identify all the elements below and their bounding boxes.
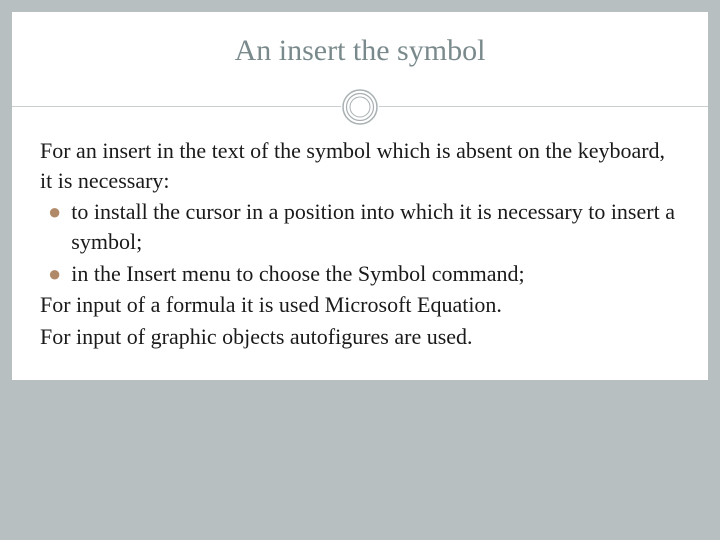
footer-area (12, 380, 708, 528)
divider-container (12, 88, 708, 128)
slide-container: An insert the symbol For an insert in th… (12, 12, 708, 528)
intro-paragraph: For an insert in the text of the symbol … (40, 136, 680, 195)
bullet-text-2: in the Insert menu to choose the Symbol … (71, 259, 524, 289)
line-3: For input of a formula it is used Micros… (40, 290, 680, 320)
bullet-marker-icon: ● (48, 259, 61, 289)
circle-ornament-icon (341, 88, 379, 126)
intro-text: For an insert in the text of the symbol … (40, 138, 665, 193)
bullet-text-1: to install the cursor in a position into… (71, 197, 680, 256)
bullet-item-1: ● to install the cursor in a position in… (40, 197, 680, 256)
bullet-item-2: ● in the Insert menu to choose the Symbo… (40, 259, 680, 289)
title-area: An insert the symbol (12, 12, 708, 80)
bullet-marker-icon: ● (48, 197, 61, 227)
content-area: For an insert in the text of the symbol … (12, 128, 708, 352)
line-4: For input of graphic objects autofigures… (40, 322, 680, 352)
slide-title: An insert the symbol (12, 34, 708, 68)
